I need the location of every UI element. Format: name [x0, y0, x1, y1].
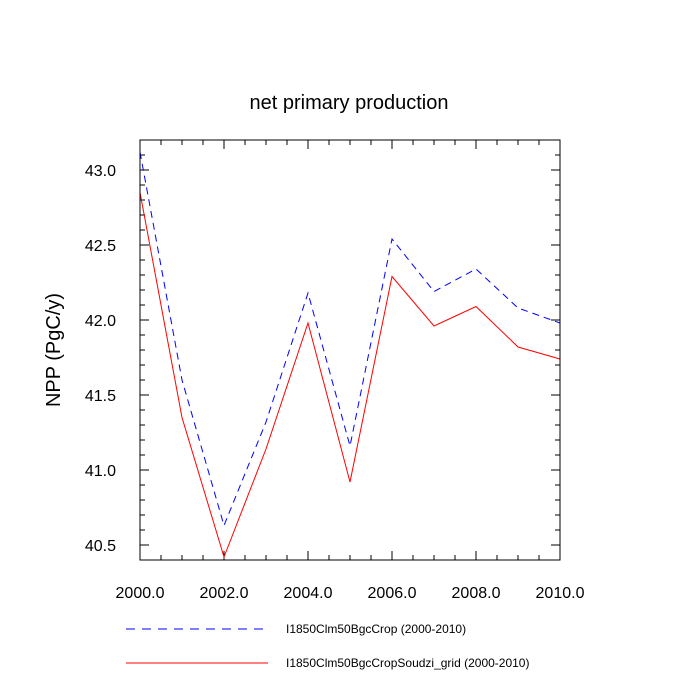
legend: I1850Clm50BgcCrop (2000-2010) I1850Clm50B…: [126, 622, 529, 670]
y-tick-label: 41.5: [85, 388, 116, 405]
y-tick-label: 42.0: [85, 313, 116, 330]
legend-label-2: I1850Clm50BgcCropSoudzi_grid (2000-2010): [286, 656, 529, 670]
x-tick-label: 2000.0: [116, 585, 165, 602]
y-tick-label: 43.0: [85, 163, 116, 180]
axis-ticks: [139, 139, 561, 561]
series-line-2: [139, 192, 561, 559]
legend-label-1: I1850Clm50BgcCrop (2000-2010): [286, 622, 466, 636]
y-axis-label: NPP (PgC/y): [43, 293, 65, 407]
plot-frame: [139, 139, 561, 561]
x-tick-label: 2004.0: [284, 585, 333, 602]
series-line-1: [139, 151, 561, 528]
y-tick-label: 40.5: [85, 538, 116, 555]
x-tick-label: 2002.0: [200, 585, 249, 602]
chart-title: net primary production: [250, 92, 449, 114]
x-tick-label: 2010.0: [536, 585, 585, 602]
series-lines: [139, 151, 561, 559]
y-tick-labels: 40.5 41.0 41.5 42.0 42.5 43.0: [85, 163, 116, 555]
x-tick-label: 2008.0: [452, 585, 501, 602]
y-tick-label: 42.5: [85, 238, 116, 255]
y-tick-label: 41.0: [85, 463, 116, 480]
x-tick-label: 2006.0: [368, 585, 417, 602]
x-tick-labels: 2000.0 2002.0 2004.0 2006.0 2008.0 2010.0: [116, 585, 585, 602]
